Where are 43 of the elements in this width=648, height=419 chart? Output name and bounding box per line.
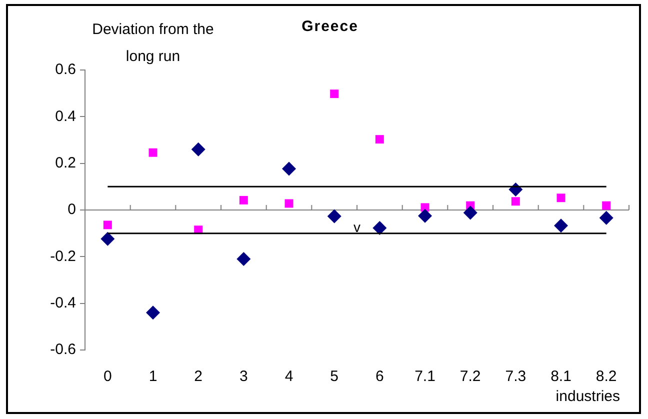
point <box>236 252 251 266</box>
x-tick-label: 7.3 <box>505 368 526 386</box>
point <box>330 90 339 98</box>
x-tick-label: 8.1 <box>550 368 572 386</box>
y-tick-label: 0 <box>68 201 76 218</box>
y-axis-title: Deviation from the long run <box>91 20 215 67</box>
point <box>418 208 432 223</box>
point <box>511 197 520 206</box>
x-tick-label: 5 <box>330 368 339 386</box>
point <box>602 201 611 210</box>
point <box>191 142 206 156</box>
x-tick-label: 0 <box>103 368 112 386</box>
chart-title: Greece <box>300 18 360 35</box>
point <box>327 209 342 224</box>
point <box>599 210 614 225</box>
point <box>239 196 248 204</box>
point <box>463 206 478 220</box>
point <box>372 220 387 235</box>
x-tick-label: 1 <box>148 368 158 386</box>
y-tick-label: 0.2 <box>55 154 76 172</box>
point <box>148 148 158 157</box>
y-tick-label: 0.6 <box>55 61 76 78</box>
x-tick-label: 3 <box>239 368 248 386</box>
y-tick-label: -0.6 <box>50 341 76 358</box>
point <box>146 306 160 320</box>
x-tick-label: 6 <box>375 368 384 386</box>
y-tick-label: 0.4 <box>55 108 76 125</box>
point <box>282 162 296 176</box>
point <box>100 232 115 246</box>
point <box>556 194 566 202</box>
annotation: v <box>354 219 360 236</box>
point <box>554 218 568 233</box>
x-axis-title: industries <box>556 388 620 405</box>
x-tick-label: 2 <box>194 368 203 386</box>
point <box>375 135 384 144</box>
x-tick-label: 8.2 <box>596 368 617 386</box>
y-tick-label: -0.2 <box>50 248 76 265</box>
y-tick-label: -0.4 <box>50 294 76 312</box>
x-tick-label: 7.1 <box>414 368 436 386</box>
point <box>284 199 294 208</box>
x-tick-label: 4 <box>284 368 294 386</box>
x-tick-label: 7.2 <box>460 368 481 386</box>
point <box>103 220 112 230</box>
